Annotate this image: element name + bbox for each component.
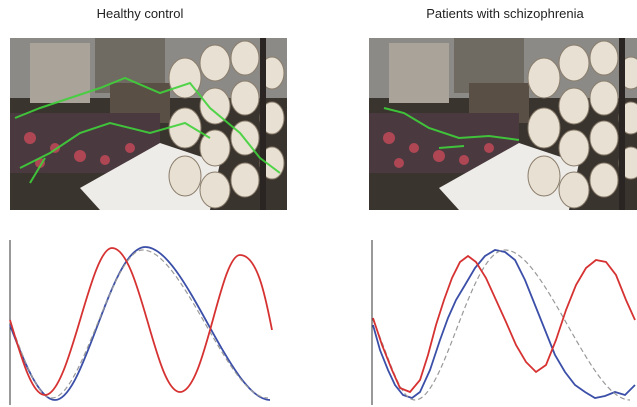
photo xyxy=(10,38,287,210)
figure: Healthy control Patients with schizophre… xyxy=(0,0,637,407)
photo xyxy=(369,38,637,210)
waveform-plot xyxy=(372,240,635,405)
waveform-plot xyxy=(10,240,272,405)
panel-title: Patients with schizophrenia xyxy=(426,6,584,21)
panel-title: Healthy control xyxy=(97,6,184,21)
